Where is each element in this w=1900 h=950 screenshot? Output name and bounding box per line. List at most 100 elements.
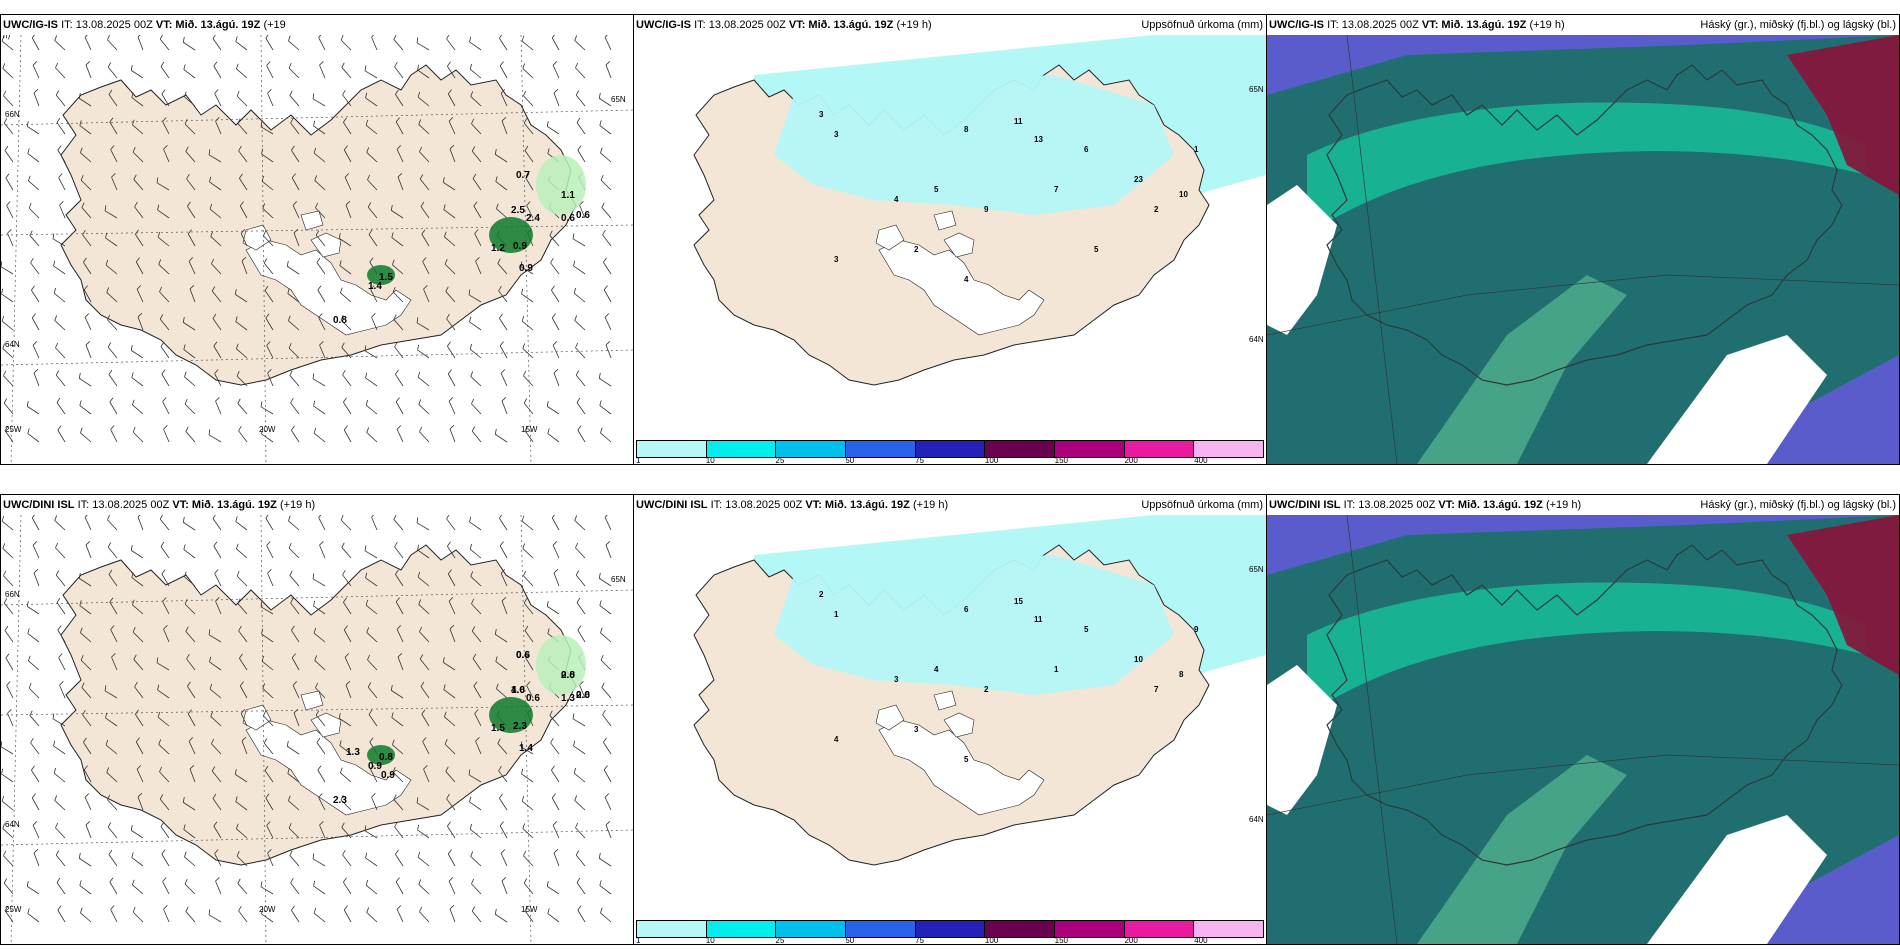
wind-barb (577, 145, 586, 163)
colorbar-swatch (706, 921, 777, 937)
wind-barb (552, 821, 560, 839)
wind-barb (417, 824, 430, 839)
wind-barb (448, 117, 456, 135)
field-title: Háský (gr.), miðský (fj.bl.) og lágský (… (1700, 499, 1896, 511)
wind-barb (187, 201, 196, 219)
wind-barb (446, 314, 456, 331)
wind-barb (343, 625, 352, 643)
wind-barb (56, 117, 66, 135)
wind-barb (287, 288, 300, 303)
wind-barb (107, 515, 118, 531)
wind-barb (604, 793, 612, 811)
value-label: 0.8 (333, 315, 347, 326)
wind-barb (183, 544, 196, 559)
value-label: 0.8 (379, 752, 393, 763)
colorbar-tick: 100 (984, 456, 999, 465)
wind-barb (604, 313, 612, 331)
wind-barb (474, 709, 482, 727)
wind-barb (396, 425, 404, 443)
wind-barb (364, 825, 378, 839)
wind-barb (183, 64, 196, 79)
wind-barb (499, 541, 508, 559)
colorbar-tick: 400 (1194, 456, 1208, 465)
wind-barb (212, 515, 222, 531)
wind-barb (234, 289, 248, 303)
wind-barb (208, 909, 222, 923)
value-label: 0.6 (561, 213, 575, 224)
model-name: UWC/DINI ISL (3, 499, 75, 511)
wind-barb (501, 596, 508, 615)
wind-barb (341, 822, 352, 839)
wind-barb (602, 230, 612, 247)
wind-barb (501, 116, 508, 135)
wind-barb (33, 88, 40, 107)
wind-barb (318, 793, 326, 811)
wind-barb (185, 626, 196, 643)
wind-barb (265, 793, 274, 811)
wind-barb (293, 708, 300, 727)
wind-barb (520, 261, 534, 275)
wind-barb (1, 35, 14, 51)
wind-barb (523, 370, 534, 387)
wind-barb (394, 62, 404, 79)
wind-barb (188, 737, 196, 755)
wind-barb (161, 89, 170, 107)
wind-barb (31, 35, 40, 51)
wind-barb (132, 399, 144, 415)
wind-barb (576, 397, 586, 415)
wind-barb (521, 288, 534, 303)
colorbar-tick: 10 (705, 456, 715, 465)
wind-barb (162, 597, 170, 615)
wind-barb (160, 61, 170, 79)
wind-barb (391, 232, 404, 247)
wind-barb (238, 426, 248, 443)
value-label: 8 (964, 125, 969, 134)
wind-barb (182, 37, 196, 51)
wind-barb (601, 682, 612, 699)
wind-barb (82, 710, 92, 727)
wind-barb (131, 852, 144, 867)
wind-barb (237, 878, 248, 895)
wind-barb (417, 371, 430, 387)
wind-barb (240, 709, 248, 727)
wind-barb (551, 313, 560, 331)
wind-barb (213, 821, 222, 839)
wind-barb (500, 849, 508, 867)
wind-barb (417, 571, 430, 587)
wind-barb (553, 568, 560, 587)
wind-barb (371, 515, 378, 531)
wind-barb (598, 93, 612, 107)
wind-barb (449, 424, 456, 443)
wind-barb (26, 121, 40, 135)
wind-barb (598, 573, 612, 587)
wind-barb (497, 258, 508, 275)
wind-barb (85, 340, 92, 359)
wind-barb (469, 36, 482, 51)
wind-barb (131, 92, 144, 107)
wind-barb (395, 369, 404, 387)
wind-barb (107, 822, 118, 839)
wind-barb (601, 202, 612, 219)
wind-barb (260, 121, 274, 135)
wind-barb (553, 848, 560, 867)
high-cloud-core (1787, 35, 1899, 195)
wind-barb (215, 877, 222, 895)
wind-barb (579, 681, 586, 699)
wind-barb (27, 628, 40, 643)
value-label: 2 (914, 245, 919, 254)
wind-barb (315, 710, 326, 727)
wind-barb (286, 741, 300, 755)
clear-sky-patch (1647, 335, 1827, 464)
wind-barb (214, 369, 222, 387)
wind-barb (26, 401, 40, 415)
wind-barb (343, 145, 352, 163)
wind-barb (471, 146, 482, 163)
value-label: 0.6 (516, 650, 530, 661)
wind-barb (365, 399, 378, 415)
wind-barb (264, 765, 274, 783)
wind-barb (393, 314, 404, 331)
wind-barb (156, 657, 170, 671)
wind-barb (550, 258, 560, 275)
wind-barb (186, 174, 196, 191)
wind-barb (135, 737, 144, 755)
